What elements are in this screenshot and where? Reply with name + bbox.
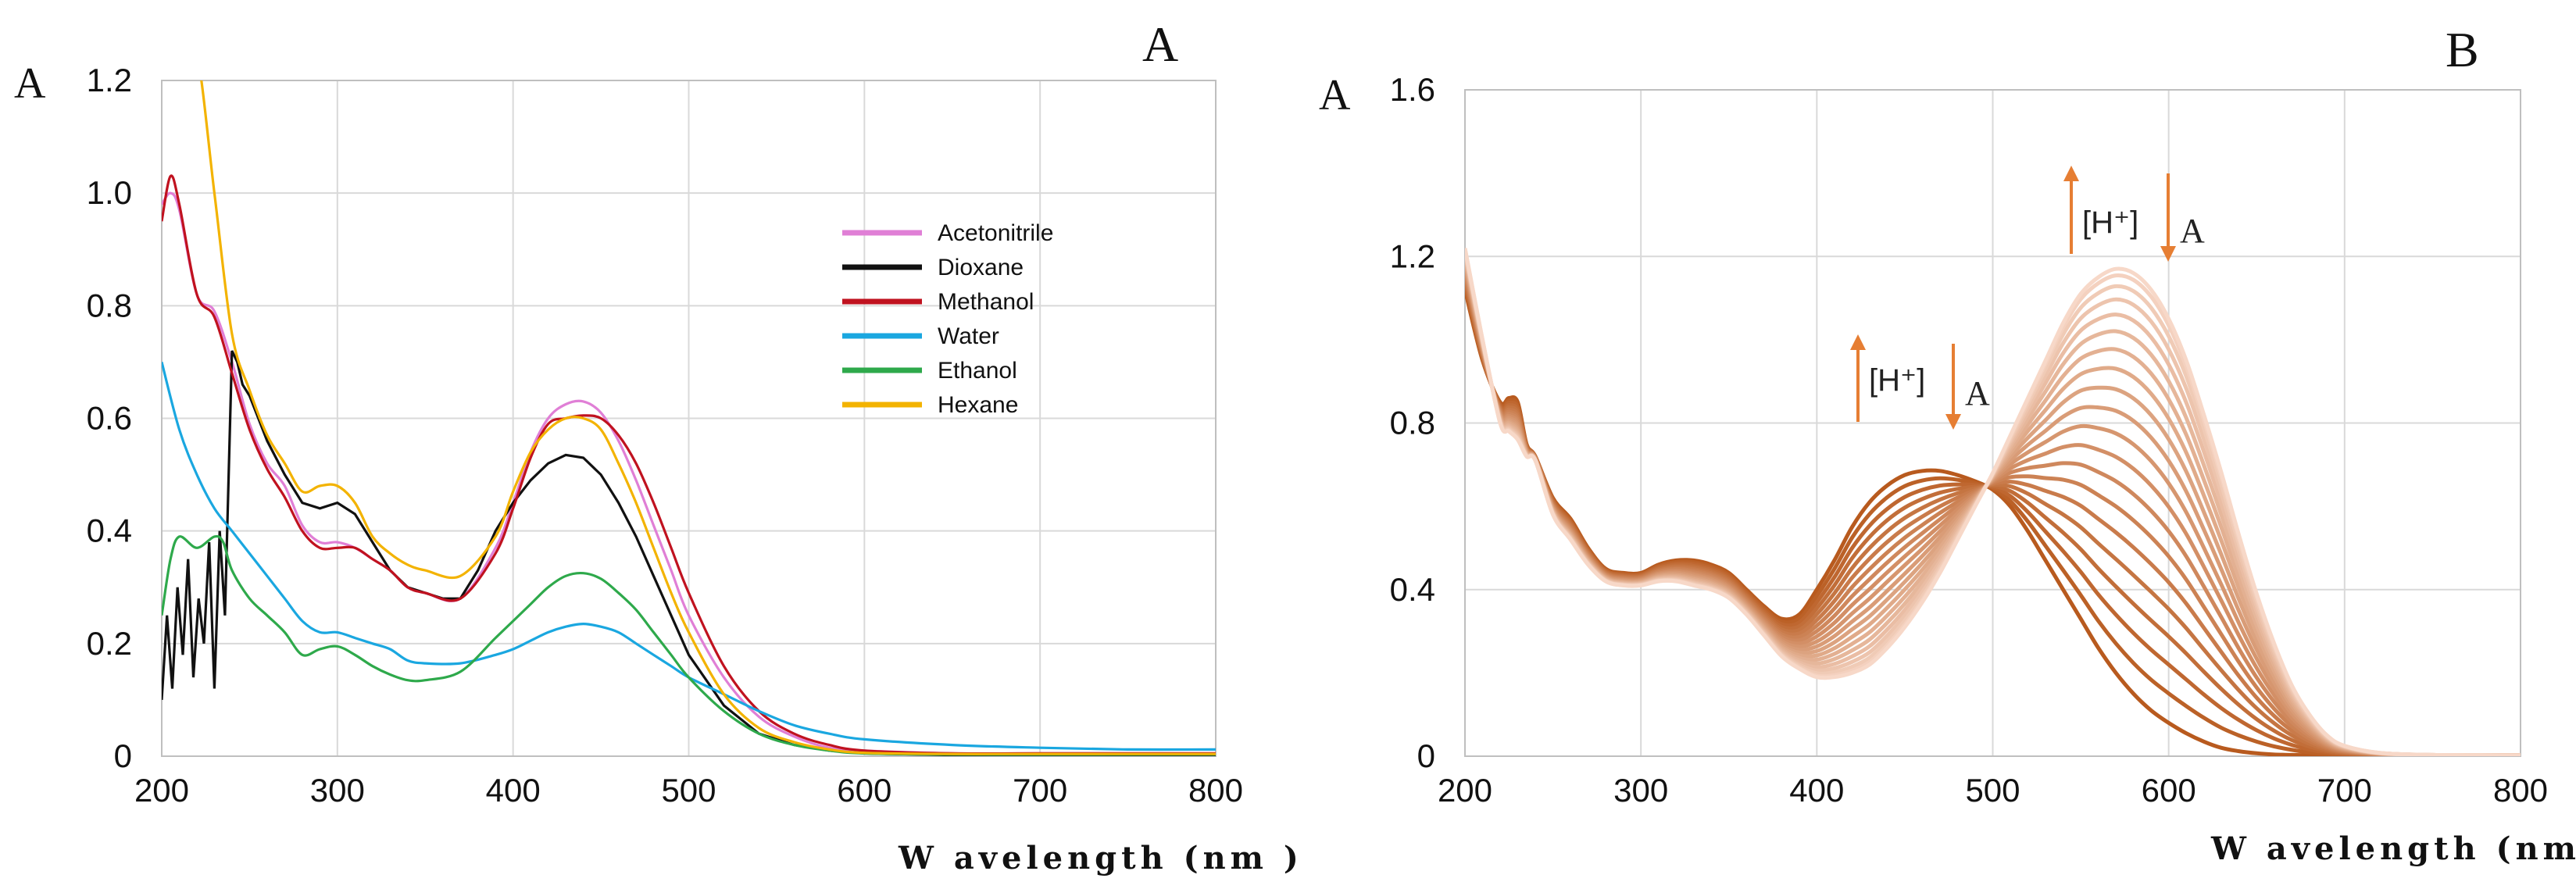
panel-label-b: B	[2446, 22, 2479, 77]
legend-label: Hexane	[938, 392, 1018, 418]
a-y-tick-label: 1.0	[87, 174, 132, 211]
b-y-tick-label: 0	[1417, 737, 1435, 774]
a-x-tick-label: 200	[134, 772, 189, 809]
b-y-tick-label: 0.4	[1390, 571, 1435, 608]
annotation-letter: A	[2180, 212, 2205, 250]
x-axis-label-b: W avelength (nm )	[2210, 830, 2576, 867]
spectrum-curve	[1465, 248, 2521, 756]
annotation-label: [H⁺]	[2082, 205, 2138, 240]
b-x-tick-label: 700	[2317, 772, 2372, 809]
series-group-b	[1465, 248, 2521, 756]
legend-label: Dioxane	[938, 255, 1024, 280]
a-x-tick-label: 500	[661, 772, 716, 809]
y-ticks-a: 0 0.2 0.4 0.6 0.8 1.0 1.2	[87, 62, 132, 774]
a-y-tick-label: 1.2	[87, 62, 132, 98]
a-x-tick-label: 700	[1013, 772, 1067, 809]
a-y-tick-label: 0.6	[87, 400, 132, 437]
annotation-letter: A	[1965, 374, 1990, 412]
b-y-tick-label: 1.6	[1390, 71, 1435, 108]
annotation-label: [H⁺]	[1869, 363, 1925, 398]
a-plot-frame	[161, 80, 1217, 757]
chart-panel-b: 0 0.4 0.8 1.2 1.6 200 300 400 500 600 700 800 [H⁺]…	[1319, 22, 2576, 867]
series-line-hexane	[200, 80, 1216, 755]
x-ticks-b: 200 300 400 500 600 700 800	[1438, 772, 2548, 809]
y-axis-label-a: A	[14, 59, 46, 108]
legend-label: Methanol	[938, 289, 1034, 315]
legend-label: Water	[938, 323, 999, 349]
b-y-tick-label: 1.2	[1390, 237, 1435, 274]
b-x-tick-label: 600	[2142, 772, 2196, 809]
series-line-methanol	[162, 174, 1216, 755]
b-x-tick-label: 400	[1789, 772, 1844, 809]
panel-label-a: A	[1142, 16, 1178, 72]
a-x-tick-label: 600	[837, 772, 891, 809]
a-y-tick-label: 0	[114, 737, 132, 774]
grid-b	[1464, 89, 2521, 757]
b-y-tick-label: 0.8	[1390, 405, 1435, 441]
chart-panel-a: 0 0.2 0.4 0.6 0.8 1.0 1.2 200 300 400 500 600 700 80…	[14, 16, 1303, 877]
b-x-tick-label: 300	[1613, 772, 1668, 809]
grid-a	[161, 80, 1217, 757]
a-x-tick-label: 300	[310, 772, 365, 809]
series-group-a	[162, 80, 1216, 756]
y-ticks-b: 0 0.4 0.8 1.2 1.6	[1390, 71, 1435, 774]
legend-label: Ethanol	[938, 358, 1017, 384]
b-x-tick-label: 200	[1438, 772, 1492, 809]
a-y-tick-label: 0.4	[87, 512, 132, 549]
annotations-b: [H⁺] A [H⁺] A	[1850, 166, 2205, 430]
legend-a: Acetonitrile Dioxane Methanol Water Ethanol H…	[842, 220, 1053, 418]
a-x-tick-label: 400	[486, 772, 541, 809]
legend-label: Acetonitrile	[938, 220, 1053, 246]
b-x-tick-label: 800	[2493, 772, 2548, 809]
series-line-ethanol	[162, 534, 1216, 756]
a-y-tick-label: 0.2	[87, 625, 132, 662]
b-x-tick-label: 500	[1965, 772, 2020, 809]
x-axis-label-a: W avelength (nm )	[898, 840, 1303, 877]
y-axis-label-b: A	[1319, 71, 1351, 120]
b-plot-frame	[1464, 89, 2521, 757]
x-ticks-a: 200 300 400 500 600 700 800	[134, 772, 1243, 809]
a-y-tick-label: 0.8	[87, 287, 132, 323]
a-x-tick-label: 800	[1188, 772, 1243, 809]
series-line-water	[162, 362, 1216, 752]
